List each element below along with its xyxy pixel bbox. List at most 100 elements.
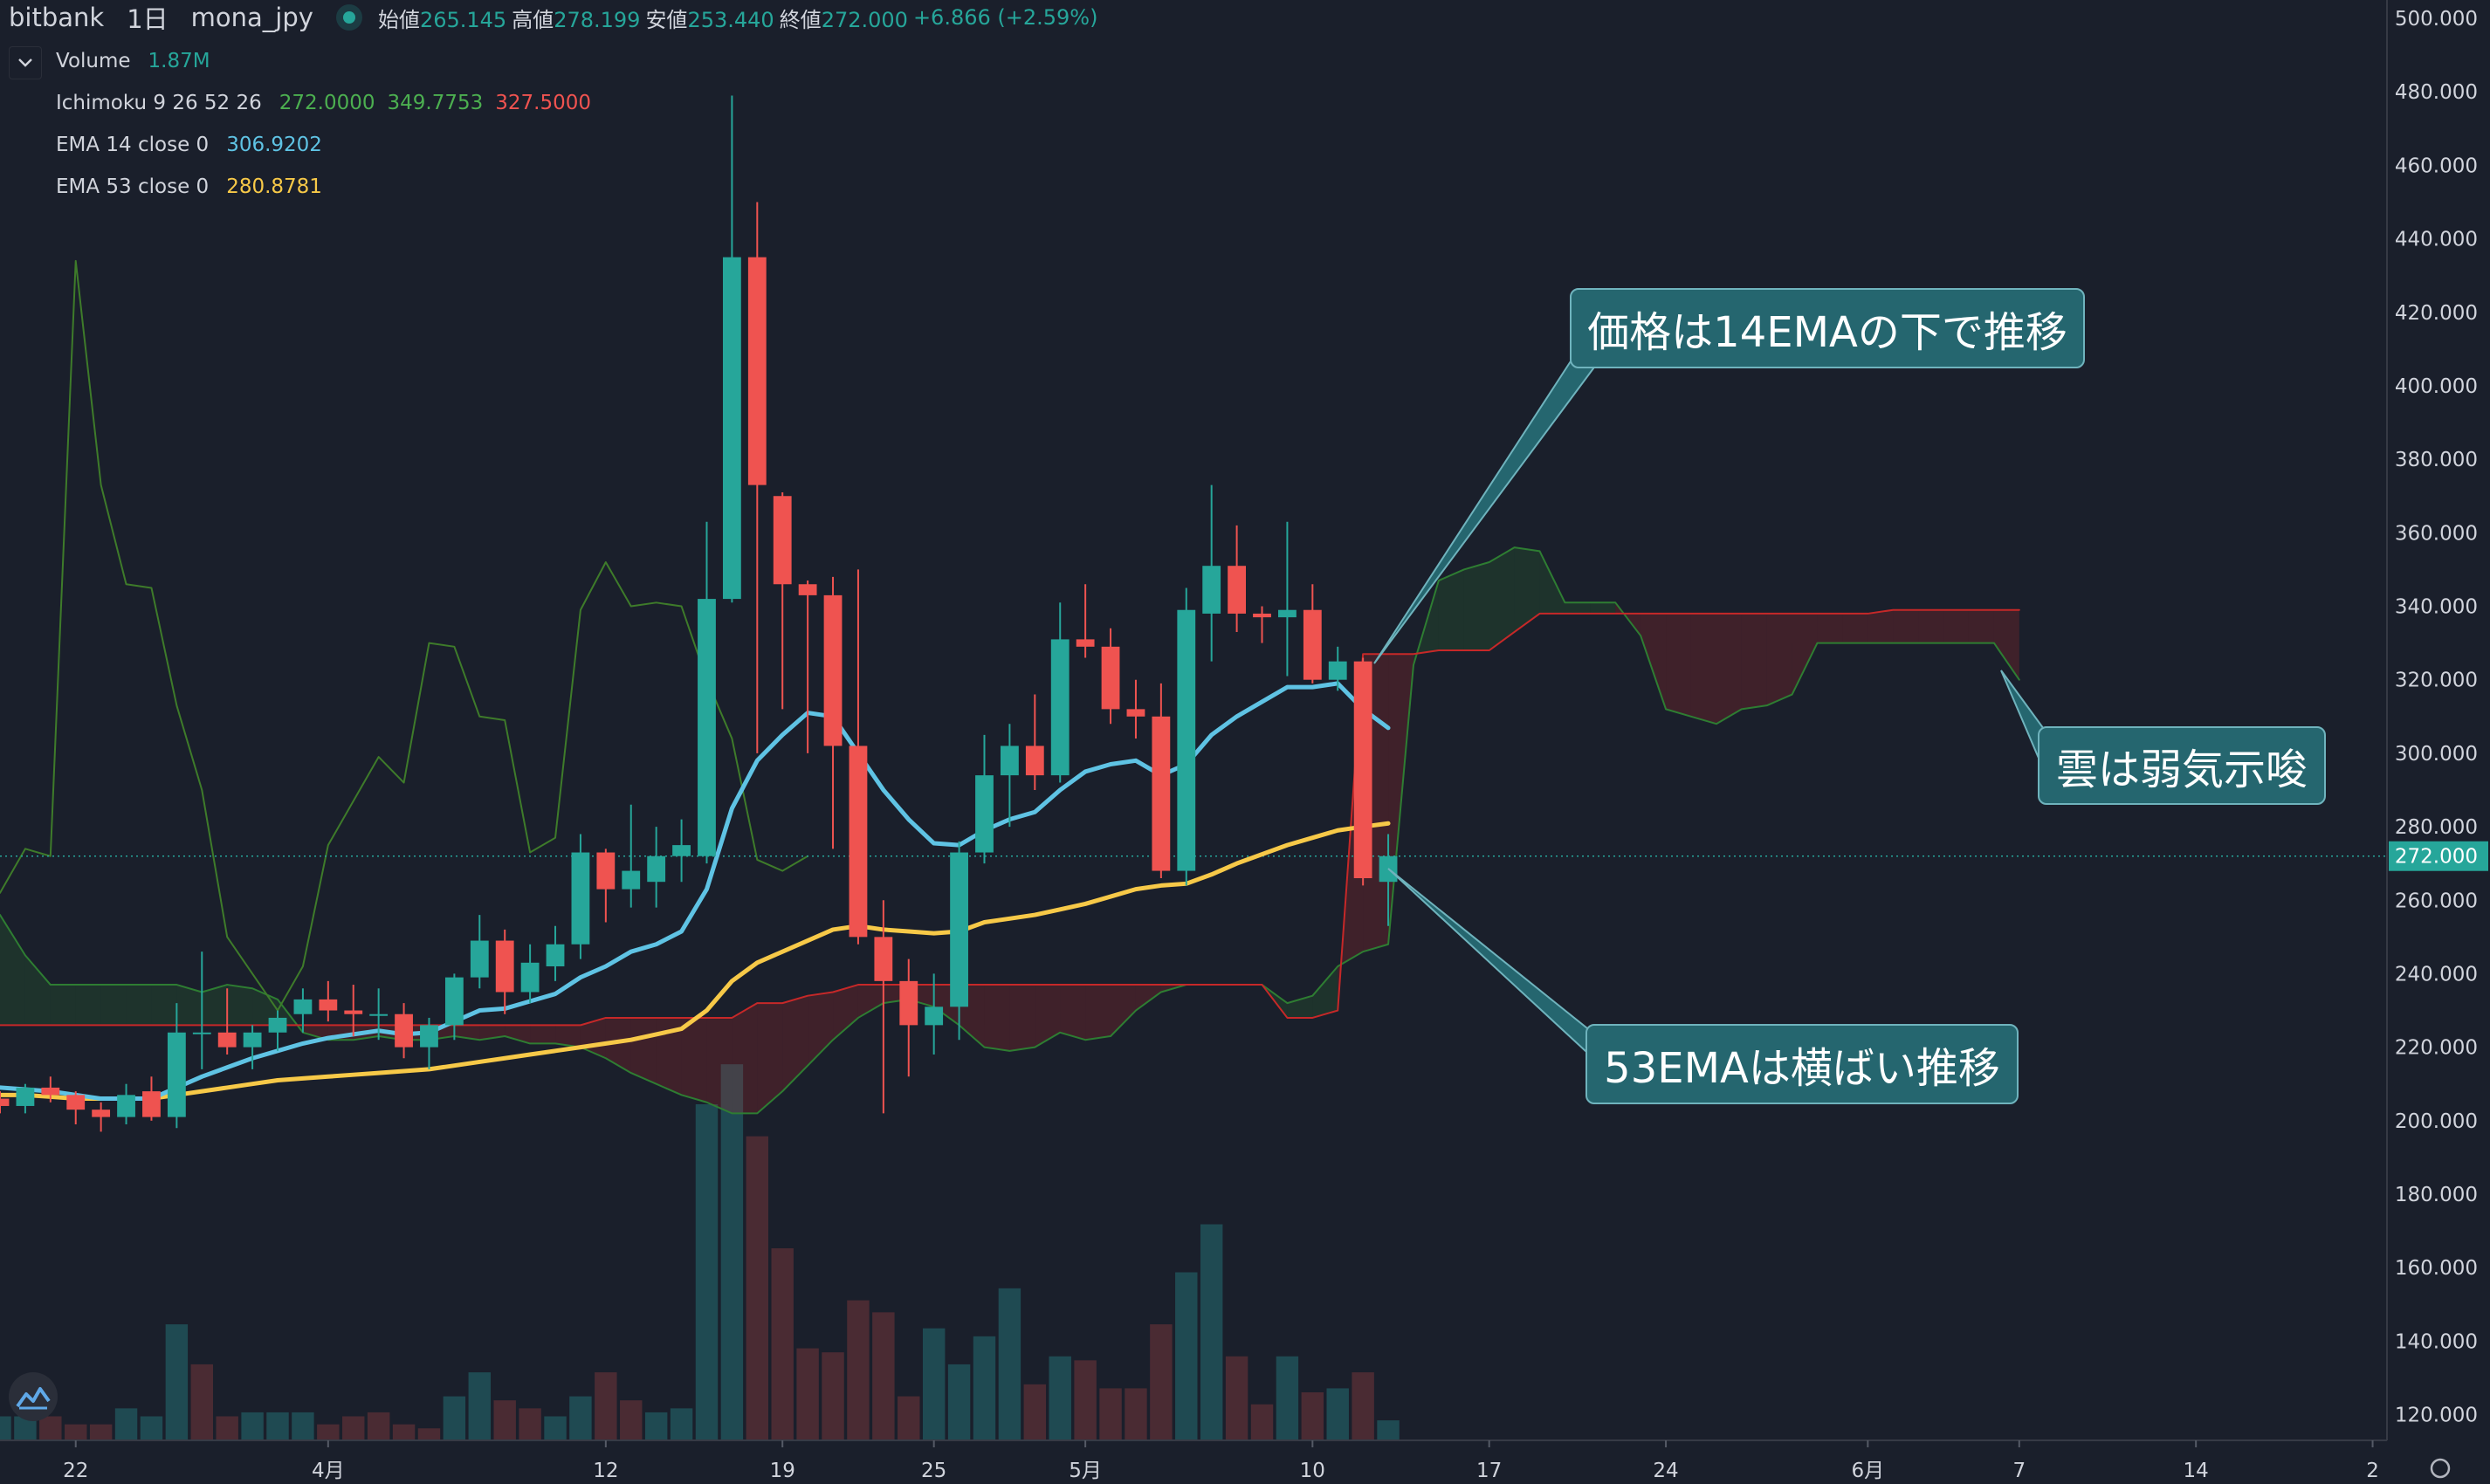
symbol-name[interactable]: mona_jpy <box>190 3 313 32</box>
callout-ema53[interactable]: 53EMAは横ばい推移 <box>1585 1024 2019 1104</box>
volume-bar <box>544 1416 567 1440</box>
ichimoku-cloud <box>0 259 2020 1115</box>
volume-bar <box>317 1424 340 1440</box>
x-tick-label: 5月 <box>1069 1460 1102 1482</box>
candle-body <box>1177 609 1196 871</box>
interval-label[interactable]: 1日 <box>127 4 169 34</box>
candle-body <box>1278 609 1297 618</box>
y-tick-label: 200.000 <box>2395 1110 2478 1133</box>
volume-bar <box>1049 1356 1071 1440</box>
candle-body <box>1152 716 1171 871</box>
candle-body <box>722 257 741 600</box>
ohlc-close: 終値272.000 <box>779 7 908 32</box>
chart-header: bitbank 1日 mona_jpy 始値265.145 高値278.199 … <box>9 0 1103 35</box>
cloud-segment <box>1438 569 1464 651</box>
cloud-segment <box>555 1025 581 1048</box>
volume-bar <box>644 1412 668 1440</box>
candle-body <box>1126 709 1145 717</box>
cloud-segment <box>1666 613 1691 717</box>
volume-bar <box>417 1428 441 1440</box>
y-tick-label: 280.000 <box>2395 816 2478 839</box>
cloud-segment <box>706 1017 733 1114</box>
x-tick-label: 17 <box>1476 1460 1502 1482</box>
x-tick-label: 22 <box>63 1460 88 1482</box>
candle-body <box>344 1010 363 1014</box>
volume-bar <box>1352 1372 1374 1440</box>
candle-body <box>925 1007 944 1026</box>
volume-bar <box>1326 1388 1349 1440</box>
candle-body <box>217 1032 237 1048</box>
volume-bar <box>114 1408 138 1440</box>
candle-body <box>1076 639 1095 647</box>
volume-bar <box>973 1336 996 1440</box>
cloud-segment <box>1135 985 1161 1011</box>
indicator-volume[interactable]: Volume 1.87M <box>56 50 210 72</box>
callout-cloud[interactable]: 雲は弱気示唆 <box>2038 726 2326 805</box>
candle-body <box>1101 646 1120 710</box>
volume-bar <box>822 1352 844 1440</box>
cloud-segment <box>1918 609 1944 643</box>
candle-body <box>1000 745 1019 776</box>
y-tick-label: 460.000 <box>2395 155 2478 177</box>
indicator-ema14[interactable]: EMA 14 close 0 306.9202 <box>56 134 322 156</box>
cloud-segment <box>1312 966 1338 1018</box>
volume-bar <box>1099 1388 1122 1440</box>
y-tick-label: 480.000 <box>2395 81 2478 104</box>
ohlc-open: 始値265.145 <box>377 7 507 32</box>
x-tick-label: 12 <box>593 1460 618 1482</box>
candle-body <box>874 937 893 981</box>
candle-body <box>950 852 968 1007</box>
cloud-segment <box>1893 609 1919 643</box>
cloud-segment <box>1287 995 1313 1018</box>
volume-bar <box>519 1408 541 1440</box>
volume-bar <box>872 1312 895 1440</box>
volume-bar <box>847 1300 870 1440</box>
candle-body <box>596 852 616 890</box>
cloud-segment <box>505 1025 531 1044</box>
cloud-segment <box>1817 613 1843 643</box>
volume-bar <box>342 1416 365 1440</box>
candle-body <box>773 496 792 585</box>
volume-bar <box>771 1248 794 1440</box>
volume-bar <box>89 1424 113 1440</box>
volume-bar <box>695 1104 719 1440</box>
y-tick-label: 360.000 <box>2395 522 2478 545</box>
volume-bar <box>1150 1324 1173 1440</box>
cloud-segment <box>227 985 253 1026</box>
candle-body <box>899 980 918 1026</box>
last-price-label: 272.000 <box>2395 846 2478 869</box>
candle-body <box>1353 661 1372 878</box>
y-tick-label: 240.000 <box>2395 963 2478 986</box>
y-tick-label: 180.000 <box>2395 1184 2478 1206</box>
candle-body <box>293 999 313 1014</box>
callout-ema14[interactable]: 価格は14EMAの下で推移 <box>1570 288 2085 368</box>
cloud-segment <box>757 1003 783 1114</box>
cloud-segment <box>984 985 1010 1051</box>
cloud-segment <box>151 985 177 1026</box>
ema53-line <box>0 821 1391 1102</box>
candle-body <box>395 1013 413 1048</box>
exchange-name[interactable]: bitbank <box>9 3 105 32</box>
indicator-ichimoku[interactable]: Ichimoku 9 26 52 26 272.0000 349.7753 32… <box>56 92 591 114</box>
collapse-indicators-button[interactable] <box>9 46 42 79</box>
indicator-ema53[interactable]: EMA 53 close 0 280.8781 <box>56 175 322 198</box>
volume-bar <box>1250 1404 1274 1440</box>
cloud-segment <box>0 915 25 1026</box>
candle-body <box>243 1032 262 1048</box>
candle-body <box>1228 566 1247 614</box>
candle-body <box>546 944 565 967</box>
ema53-callout-pointer <box>1387 868 1598 1053</box>
y-tick-label: 320.000 <box>2395 670 2478 692</box>
y-tick-label: 120.000 <box>2395 1405 2478 1427</box>
cloud-segment <box>1842 613 1868 643</box>
y-tick-label: 380.000 <box>2395 449 2478 471</box>
y-tick-label: 400.000 <box>2395 375 2478 398</box>
volume-bar <box>620 1400 643 1440</box>
volume-bar <box>190 1364 214 1440</box>
tradingview-logo[interactable] <box>9 1372 58 1421</box>
y-tick-label: 440.000 <box>2395 229 2478 251</box>
volume-bar <box>1276 1356 1299 1440</box>
settings-gear-icon[interactable] <box>2430 1458 2451 1479</box>
candles <box>0 95 1398 1132</box>
